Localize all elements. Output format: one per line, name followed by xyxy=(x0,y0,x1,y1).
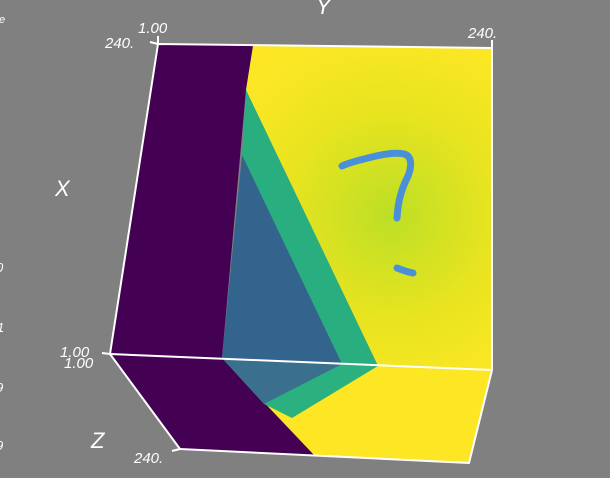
x-axis-label: X xyxy=(55,176,70,201)
clipped-scalar-bar-label: 1 xyxy=(0,320,4,335)
y-axis-max-tick-label: 240. xyxy=(468,25,498,42)
z-axis-max-tick-label: 240. xyxy=(134,450,164,467)
clipped-scalar-bar-label: 0 xyxy=(0,260,3,275)
x-axis-max-tick-label: 240. xyxy=(105,35,135,52)
y-axis-label: Y xyxy=(316,0,331,19)
z-axis-min-tick-label: 1.00 xyxy=(64,355,94,372)
z-axis-label: Z xyxy=(91,428,105,453)
front-face-purple-region xyxy=(110,44,253,358)
box-outline xyxy=(109,43,493,464)
clipped-scalar-bar-label: 9 xyxy=(0,380,3,395)
y-axis-min-tick-label: 1.00 xyxy=(138,20,168,37)
question-mark-annotation xyxy=(338,149,417,277)
bottom-face-purple-region xyxy=(110,354,314,455)
clipped-scalar-bar-label: e xyxy=(0,14,5,26)
tick-marks xyxy=(101,36,493,452)
front-face-teal-triangle xyxy=(222,155,342,364)
x-axis-min-tick-label: 1.00 xyxy=(60,344,90,361)
bottom-face-teal-triangle xyxy=(222,358,342,404)
front-face-yellow-region xyxy=(246,46,492,370)
front-face-green-band xyxy=(242,90,378,366)
clipped-scalar-bar-label: 9 xyxy=(0,438,3,453)
